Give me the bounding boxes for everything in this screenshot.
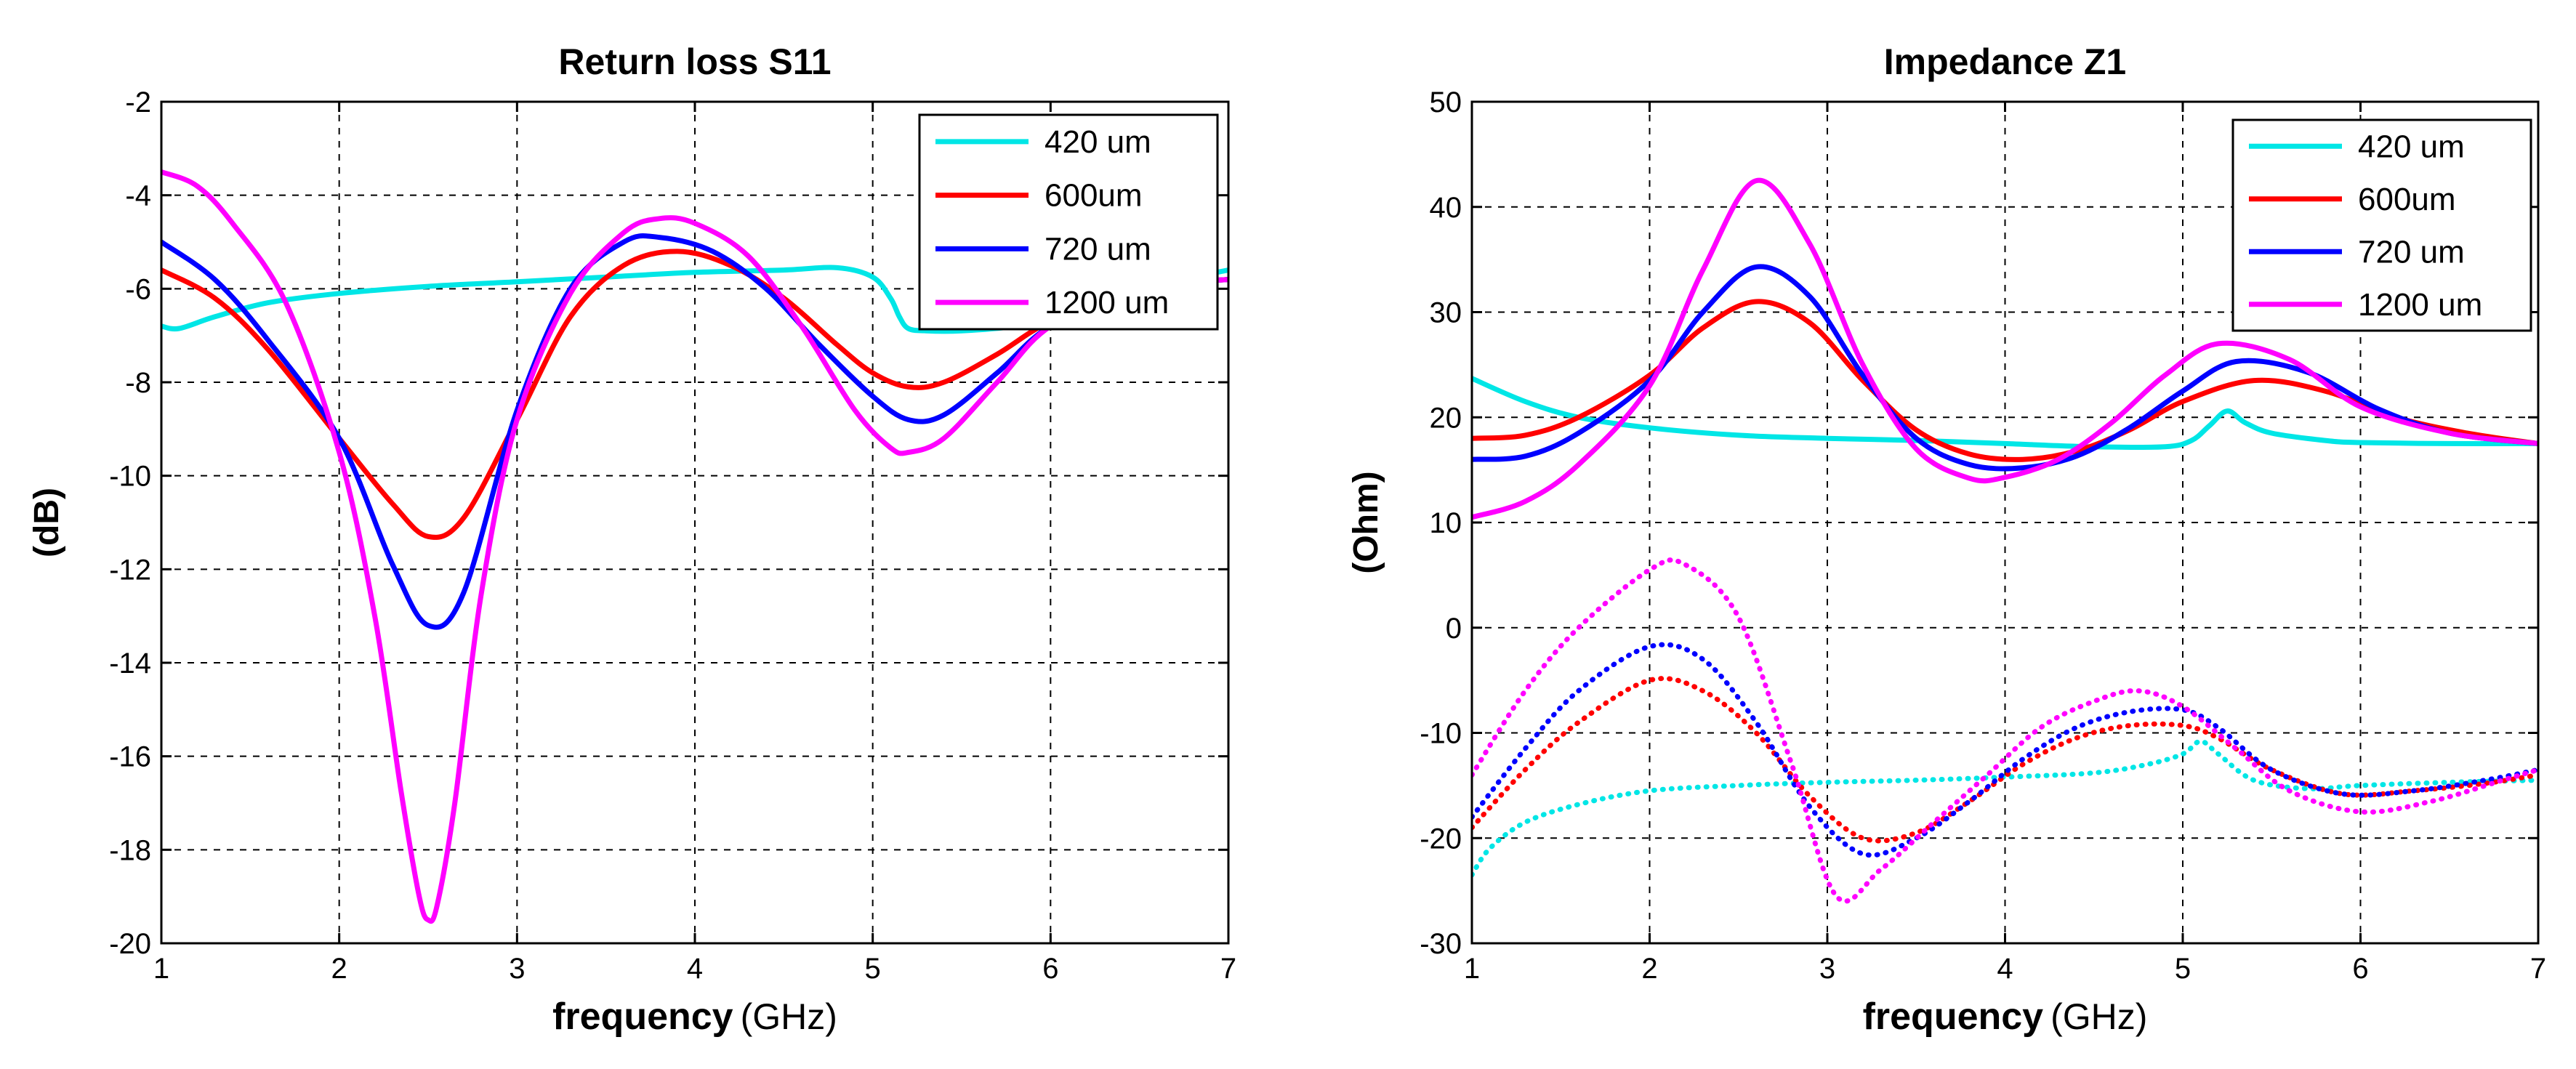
y-tick-label: -20 (1420, 823, 1462, 855)
y-tick-label: -10 (109, 461, 151, 493)
chart-1: 1 2 3 4 5 6 7 -20 -18 -16 -14 -12 -10 -8 -6 -4 -2 Return … (28, 41, 1236, 1038)
y-tick-label: -4 (125, 180, 151, 212)
x-tick-label: 7 (1220, 953, 1236, 985)
x-tick-label: 2 (1641, 953, 1657, 985)
y-tick-label: -18 (109, 834, 151, 866)
series-line-1200-um-real (1472, 177, 2538, 520)
series-line-600um-real (1472, 299, 2538, 462)
y-tick-label: 10 (1430, 507, 1462, 539)
x-tick-label: 4 (687, 953, 703, 985)
y-tick-label: -10 (1420, 718, 1462, 750)
legend-label: 600um (1045, 178, 1143, 214)
y-tick-label: -6 (125, 273, 151, 305)
legend-box (2231, 118, 2532, 332)
x-tick-label: 1 (1464, 953, 1480, 985)
y-tick-label: -12 (109, 554, 151, 586)
x-tick-label: 4 (1997, 953, 2013, 985)
y-tick-label: -30 (1420, 928, 1462, 960)
legend: 420 um 600um 720 um 1200 um (918, 113, 1219, 331)
x-tick-label: 1 (153, 953, 169, 985)
y-tick-label: 30 (1430, 297, 1462, 329)
x-tick-label: 3 (509, 953, 525, 985)
x-tick-label: 5 (2175, 953, 2191, 985)
series-line-420-um-real (1472, 376, 2538, 451)
series-line-720-um (161, 233, 1228, 630)
chart-title: Return loss S11 (558, 41, 831, 82)
x-tick-label: 5 (865, 953, 881, 985)
y-tick-label: -14 (109, 648, 151, 679)
legend: 420 um 600um 720 um 1200 um (2231, 118, 2532, 332)
series-line-1200-um (161, 169, 1228, 924)
x-tick-label: 6 (2352, 953, 2368, 985)
chart-title: Impedance Z1 (1884, 41, 2126, 82)
series-line-720-um-imaginary (1472, 642, 2538, 858)
x-axis-label: frequency (GHz) (552, 996, 837, 1038)
y-tick-label: -16 (109, 741, 151, 773)
y-tick-label: 40 (1430, 192, 1462, 224)
legend-label: 420 um (1045, 124, 1151, 160)
legend-label: 720 um (1045, 231, 1151, 267)
legend-label: 420 um (2358, 129, 2465, 164)
y-tick-label: 50 (1430, 86, 1462, 118)
legend-box (918, 113, 1219, 331)
y-tick-label: -20 (109, 928, 151, 960)
y-tick-label: -8 (125, 367, 151, 399)
x-axis-label: frequency (GHz) (1863, 996, 2148, 1038)
x-tick-label: 7 (2530, 953, 2546, 985)
y-axis-label: (dB) (28, 488, 66, 557)
legend-label: 1200 um (1045, 285, 1169, 320)
x-tick-label: 3 (1819, 953, 1835, 985)
y-axis-label: (Ohm) (1347, 471, 1385, 573)
series-group (1472, 177, 2538, 904)
legend-label: 1200 um (2358, 287, 2482, 323)
legend-label: 600um (2358, 182, 2456, 217)
y-tick-label: 0 (1446, 613, 1462, 645)
x-tick-label: 2 (331, 953, 347, 985)
y-tick-label: 20 (1430, 402, 1462, 434)
y-tick-label: -2 (125, 86, 151, 118)
chart-2: 1 2 3 4 5 6 7 -30 -20 -10 0 10 20 30 40 50 Impedance Z1 f… (1347, 41, 2546, 1038)
series-line-600um-imaginary (1472, 676, 2538, 844)
series-line-1200-um-imaginary (1472, 557, 2538, 904)
x-tick-label: 6 (1042, 953, 1058, 985)
legend-label: 720 um (2358, 234, 2465, 270)
